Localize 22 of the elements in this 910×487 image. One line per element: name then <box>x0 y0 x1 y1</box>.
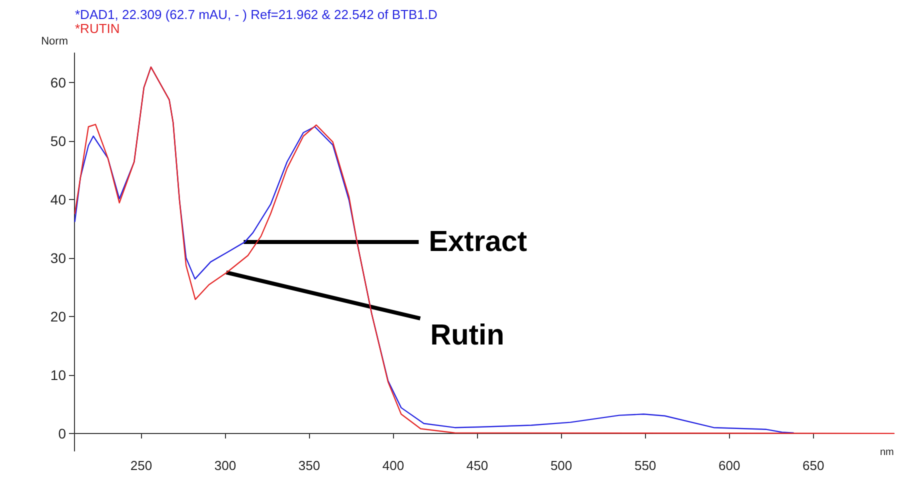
x-tick-label: 550 <box>634 458 656 473</box>
x-axis-title: nm <box>880 446 894 458</box>
x-tick-label: 500 <box>550 458 572 473</box>
y-tick-label: 50 <box>50 132 66 149</box>
x-tick-label: 350 <box>298 458 320 473</box>
x-tick-label: 450 <box>466 458 488 473</box>
y-tick-label: 10 <box>50 366 66 383</box>
y-axis-title: Norm <box>41 36 68 48</box>
x-tick-label: 650 <box>802 458 824 473</box>
y-tick-label: 40 <box>50 191 66 208</box>
y-tick-label: 60 <box>50 74 66 90</box>
annotation: Rutin <box>430 319 504 352</box>
y-tick-label: 0 <box>58 425 66 442</box>
x-tick-label: 400 <box>382 458 404 473</box>
y-tick-label: 20 <box>50 308 66 324</box>
text: *RUTIN <box>75 21 120 36</box>
text: *DAD1, 22.309 (62.7 mAU, - ) Ref=21.962 & 22.542 of BTB1.D <box>75 7 438 22</box>
x-tick-label: 250 <box>130 458 152 473</box>
annotation: Extract <box>428 226 528 258</box>
x-tick-label: 300 <box>214 458 236 473</box>
y-tick-label: 30 <box>50 250 66 266</box>
x-tick-label: 600 <box>718 458 740 473</box>
